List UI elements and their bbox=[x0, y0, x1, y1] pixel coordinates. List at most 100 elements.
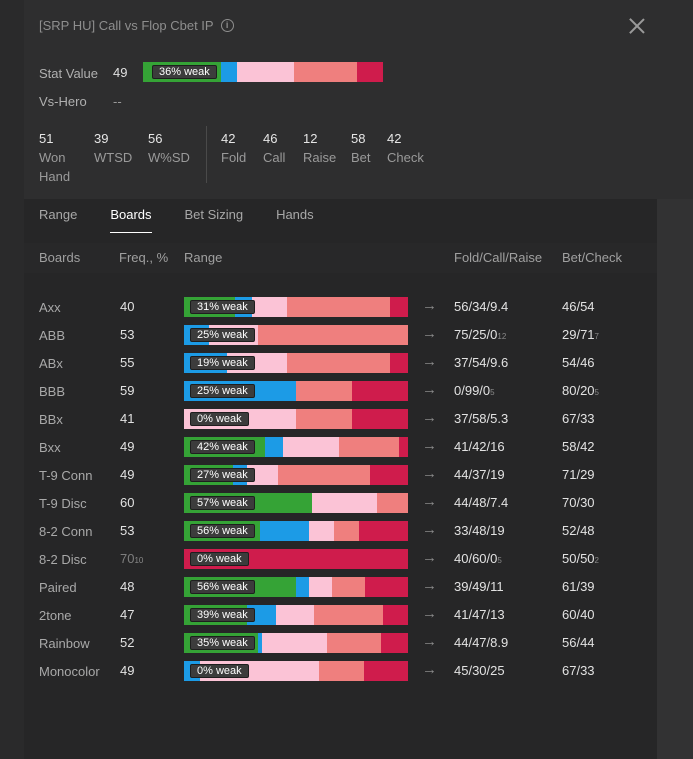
board-name: BBB bbox=[39, 384, 66, 399]
table-row[interactable]: T-9 Disc 60 57% weak → 44/48/7.4 70/30 bbox=[24, 489, 657, 517]
table-row[interactable]: Rainbow 52 35% weak → 44/47/8.9 56/44 bbox=[24, 629, 657, 657]
range-segment-crimson bbox=[352, 409, 408, 429]
bet-check-value: 67/33 bbox=[562, 411, 595, 426]
board-frequency: 7010 bbox=[120, 551, 144, 566]
board-name: ABB bbox=[39, 328, 66, 343]
arrow-right-icon: → bbox=[422, 605, 437, 622]
range-bar: 57% weak bbox=[184, 493, 408, 513]
table-row[interactable]: ABB 53 25% weak → 75/25/012 29/717 bbox=[24, 321, 657, 349]
range-segment-salmon bbox=[296, 381, 352, 401]
bet-check-value: 52/48 bbox=[562, 523, 595, 538]
stat-value-range-bar: 36% weak bbox=[143, 62, 383, 82]
board-frequency: 41 bbox=[120, 411, 135, 426]
arrow-right-icon: → bbox=[422, 353, 437, 370]
range-segment-pink bbox=[275, 605, 314, 625]
table-row[interactable]: Monocolor 49 0% weak → 45/30/25 67/33 bbox=[24, 657, 657, 685]
stat-number: 56 bbox=[148, 131, 163, 146]
weak-badge: 42% weak bbox=[190, 440, 255, 454]
weak-badge: 31% weak bbox=[190, 300, 255, 314]
weak-badge: 57% weak bbox=[190, 496, 255, 510]
table-row[interactable]: BBx 41 0% weak → 37/58/5.3 67/33 bbox=[24, 405, 657, 433]
col-range[interactable]: Range bbox=[184, 250, 223, 265]
stats-divider bbox=[206, 126, 207, 183]
range-segment-crimson bbox=[383, 605, 408, 625]
table-row[interactable]: 8-2 Disc 7010 0% weak → 40/60/05 50/502 bbox=[24, 545, 657, 573]
weak-badge: 35% weak bbox=[190, 636, 255, 650]
stat-value-number: 49 bbox=[113, 65, 128, 80]
range-segment-crimson bbox=[369, 465, 408, 485]
board-name: 2tone bbox=[39, 608, 72, 623]
bet-check-value: 46/54 bbox=[562, 299, 595, 314]
table-row[interactable]: BBB 59 25% weak → 0/99/05 80/205 bbox=[24, 377, 657, 405]
col-boards[interactable]: Boards bbox=[39, 250, 81, 265]
fold-call-raise-value: 44/47/8.9 bbox=[454, 635, 509, 650]
stat-won-hand: 51 Won Hand bbox=[39, 129, 94, 186]
arrow-right-icon: → bbox=[422, 381, 437, 398]
left-strip bbox=[0, 0, 24, 759]
fold-call-raise-value: 44/48/7.4 bbox=[454, 495, 509, 510]
range-segment-salmon bbox=[319, 661, 364, 681]
bet-check-value: 50/502 bbox=[562, 551, 599, 566]
bet-check-value: 61/39 bbox=[562, 579, 595, 594]
board-name: Paired bbox=[39, 580, 77, 595]
fold-call-raise-value: 39/49/11 bbox=[454, 579, 504, 594]
table-row[interactable]: 8-2 Conn 53 56% weak → 33/48/19 52/48 bbox=[24, 517, 657, 545]
bet-check-value: 58/42 bbox=[562, 439, 595, 454]
tab-bar: Range Boards Bet Sizing Hands bbox=[39, 207, 347, 233]
table-row[interactable]: ABx 55 19% weak → 37/54/9.6 54/46 bbox=[24, 349, 657, 377]
tab-range[interactable]: Range bbox=[39, 207, 78, 222]
stat-label: Hand bbox=[39, 169, 71, 184]
stat-weak-badge: 36% weak bbox=[152, 65, 217, 79]
stat-number: 51 bbox=[39, 131, 54, 146]
range-segment-pink bbox=[252, 297, 288, 317]
table-row[interactable]: 2tone 47 39% weak → 41/47/13 60/40 bbox=[24, 601, 657, 629]
fold-call-raise-value: 44/37/19 bbox=[454, 467, 505, 482]
range-segment-salmon bbox=[257, 325, 408, 345]
range-bar: 0% weak bbox=[184, 661, 408, 681]
weak-badge: 25% weak bbox=[190, 384, 255, 398]
arrow-right-icon: → bbox=[422, 465, 437, 482]
fold-call-raise-value: 41/47/13 bbox=[454, 607, 505, 622]
board-name: BBx bbox=[39, 412, 63, 427]
close-icon[interactable] bbox=[627, 16, 647, 36]
table-row[interactable]: Bxx 49 42% weak → 41/42/16 58/42 bbox=[24, 433, 657, 461]
col-freq[interactable]: Freq., % bbox=[119, 250, 169, 265]
range-segment-crimson bbox=[381, 633, 408, 653]
tab-boards[interactable]: Boards bbox=[110, 207, 152, 233]
range-bar: 31% weak bbox=[184, 297, 409, 317]
range-segment-salmon bbox=[287, 353, 391, 373]
range-bar: 42% weak bbox=[184, 437, 408, 457]
fold-call-raise-value: 37/54/9.6 bbox=[454, 355, 509, 370]
fold-call-raise-value: 40/60/05 bbox=[454, 551, 502, 566]
range-segment-blue bbox=[260, 521, 310, 541]
stat-raise: 12 Raise bbox=[303, 129, 351, 167]
table-row[interactable]: Axx 40 31% weak → 56/34/9.4 46/54 bbox=[24, 293, 657, 321]
range-bar: 56% weak bbox=[184, 577, 408, 597]
range-segment-blue bbox=[264, 437, 283, 457]
table-header: Boards Freq., % Range Fold/Call/Raise Be… bbox=[24, 243, 657, 273]
stat-call: 46 Call bbox=[263, 129, 303, 167]
board-name: 8-2 Disc bbox=[39, 552, 87, 567]
stat-wtsd: 39 WTSD bbox=[94, 129, 148, 186]
board-frequency: 49 bbox=[120, 663, 135, 678]
stat-bar-segment-blue bbox=[220, 62, 238, 82]
weak-badge: 0% weak bbox=[190, 664, 249, 678]
weak-badge: 27% weak bbox=[190, 468, 255, 482]
tab-bet-sizing[interactable]: Bet Sizing bbox=[184, 207, 244, 222]
table-row[interactable]: T-9 Conn 49 27% weak → 44/37/19 71/29 bbox=[24, 461, 657, 489]
col-bet-check[interactable]: Bet/Check bbox=[562, 250, 622, 265]
tab-hands[interactable]: Hands bbox=[276, 207, 314, 222]
stat-bar-segment-pink bbox=[237, 62, 294, 82]
col-fold-call-raise[interactable]: Fold/Call/Raise bbox=[454, 250, 543, 265]
info-icon[interactable]: i bbox=[220, 19, 234, 32]
range-bar: 25% weak bbox=[184, 381, 408, 401]
dialog-title-row: [SRP HU] Call vs Flop Cbet IP i bbox=[39, 18, 234, 33]
range-segment-salmon bbox=[331, 577, 366, 597]
range-bar: 39% weak bbox=[184, 605, 408, 625]
range-segment-blue bbox=[296, 577, 310, 597]
range-segment-pink bbox=[311, 493, 377, 513]
table-row[interactable]: Paired 48 56% weak → 39/49/11 61/39 bbox=[24, 573, 657, 601]
range-segment-salmon bbox=[296, 409, 352, 429]
stat-bet: 58 Bet bbox=[351, 129, 387, 167]
board-name: Bxx bbox=[39, 440, 61, 455]
